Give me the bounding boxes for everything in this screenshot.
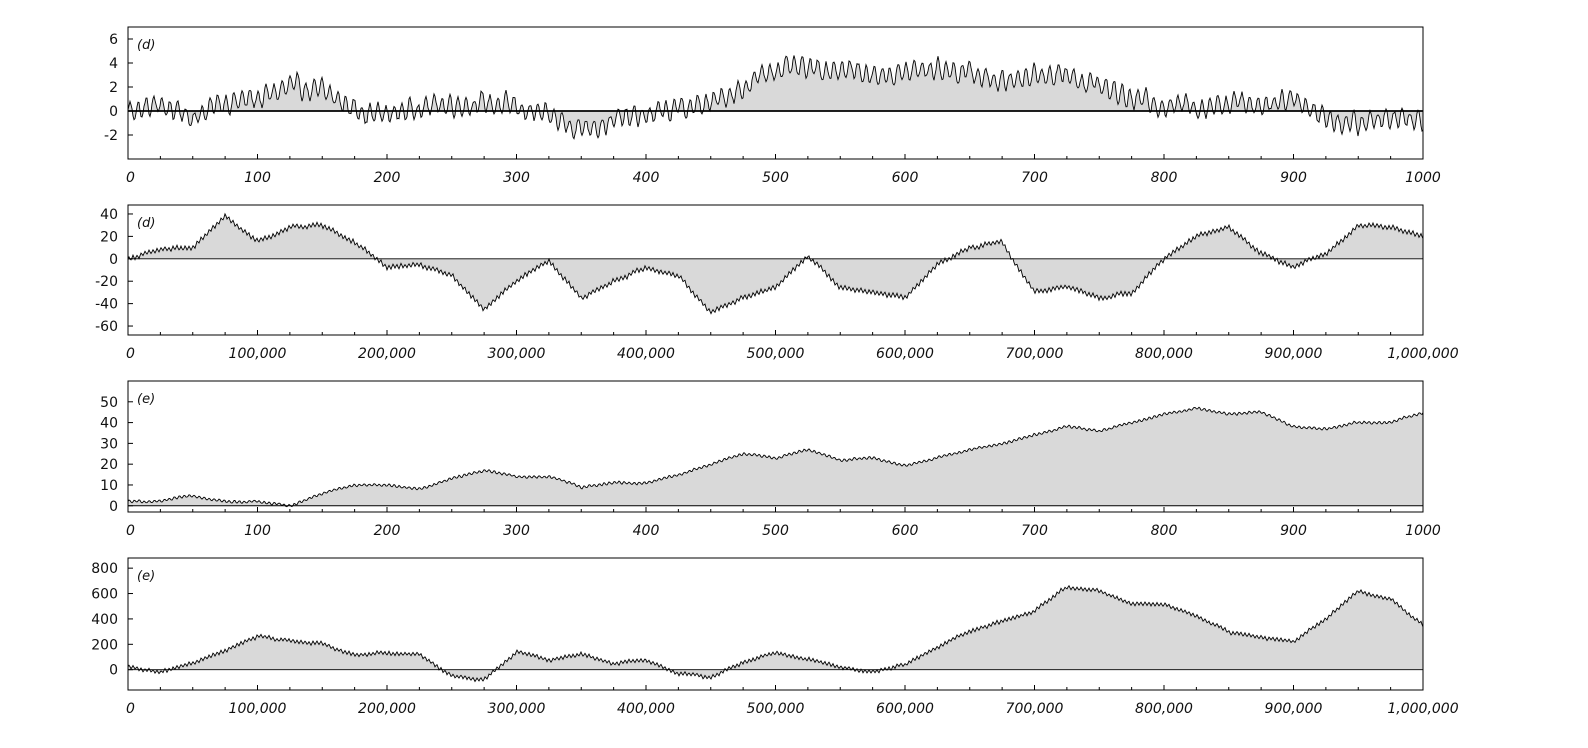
x-tick-label: 700 bbox=[1021, 523, 1048, 539]
x-tick-label: 1,000,000 bbox=[1387, 346, 1458, 362]
x-tick-label: 800 bbox=[1151, 170, 1178, 186]
x-tick-label: 800 bbox=[1151, 523, 1178, 539]
y-tick-label: 50 bbox=[100, 395, 118, 411]
y-tick-label: 4 bbox=[109, 56, 118, 72]
y-tick-label: -40 bbox=[95, 297, 118, 313]
x-tick-label: 700,000 bbox=[1006, 346, 1064, 362]
y-tick-label: 40 bbox=[100, 207, 118, 223]
y-tick-label: 2 bbox=[109, 80, 118, 96]
y-tick-label: 40 bbox=[100, 416, 118, 432]
x-tick-label: 100 bbox=[244, 523, 271, 539]
panel-label: (e) bbox=[137, 392, 155, 407]
y-tick-label: 20 bbox=[100, 457, 118, 473]
x-tick-label: 0 bbox=[126, 170, 135, 186]
y-tick-label: 0 bbox=[109, 252, 118, 268]
x-tick-label: 400,000 bbox=[617, 701, 675, 717]
y-tick-label: 0 bbox=[109, 663, 118, 679]
x-tick-label: 0 bbox=[126, 346, 135, 362]
x-tick-label: 600 bbox=[892, 523, 919, 539]
x-tick-label: 500 bbox=[762, 523, 789, 539]
x-tick-label: 600,000 bbox=[876, 701, 934, 717]
x-tick-label: 400 bbox=[633, 170, 660, 186]
y-tick-label: -20 bbox=[95, 274, 118, 290]
x-tick-label: 900,000 bbox=[1265, 701, 1323, 717]
x-tick-label: 900 bbox=[1280, 170, 1307, 186]
chart-panel-2: 0 100,000 200,000 300,000 400,000 500,000 600,… bbox=[95, 204, 1459, 362]
y-tick-label: 6 bbox=[109, 32, 118, 48]
x-tick-label: 0 bbox=[126, 701, 135, 717]
x-tick-label: 500 bbox=[762, 170, 789, 186]
x-tick-label: 1,000,000 bbox=[1387, 701, 1458, 717]
series-line bbox=[127, 584, 1424, 683]
x-tick-label: 0 bbox=[126, 523, 135, 539]
y-tick-label: 600 bbox=[91, 587, 118, 603]
y-tick-label: -60 bbox=[95, 319, 118, 335]
x-tick-label: 1000 bbox=[1405, 523, 1441, 539]
series-area bbox=[128, 55, 1423, 139]
y-tick-label: 30 bbox=[100, 436, 118, 452]
y-tick-label: 200 bbox=[91, 637, 118, 653]
y-tick-label: 400 bbox=[91, 612, 118, 628]
series-line bbox=[127, 212, 1424, 315]
series-area bbox=[128, 213, 1423, 314]
x-tick-label: 800,000 bbox=[1135, 346, 1193, 362]
panel-label: (e) bbox=[137, 569, 155, 584]
series-area bbox=[128, 407, 1423, 507]
x-tick-label: 400,000 bbox=[617, 346, 675, 362]
panel-label: (d) bbox=[137, 216, 155, 231]
y-tick-label: 10 bbox=[100, 478, 118, 494]
x-tick-label: 800,000 bbox=[1135, 701, 1193, 717]
x-tick-label: 300,000 bbox=[488, 701, 546, 717]
chart-panel-4: 0 100,000 200,000 300,000 400,000 500,000 600,… bbox=[91, 557, 1459, 717]
chart-panel-1: 0 100 200 300 400 500 600 700 800 900 1000 -2 0 2 4 6 (d… bbox=[104, 26, 1441, 186]
panel-label: (d) bbox=[137, 38, 155, 53]
y-tick-label: 0 bbox=[109, 499, 118, 515]
x-tick-label: 600 bbox=[892, 170, 919, 186]
x-tick-label: 900 bbox=[1280, 523, 1307, 539]
x-tick-label: 300,000 bbox=[488, 346, 546, 362]
x-tick-label: 600,000 bbox=[876, 346, 934, 362]
x-tick-label: 1000 bbox=[1405, 170, 1441, 186]
y-tick-label: 800 bbox=[91, 561, 118, 577]
x-tick-label: 700 bbox=[1021, 170, 1048, 186]
x-tick-label: 500,000 bbox=[747, 701, 805, 717]
x-tick-label: 200 bbox=[374, 170, 401, 186]
x-tick-label: 700,000 bbox=[1006, 701, 1064, 717]
series-area bbox=[128, 585, 1423, 682]
x-tick-label: 400 bbox=[633, 523, 660, 539]
x-tick-label: 200,000 bbox=[358, 701, 416, 717]
x-tick-label: 300 bbox=[503, 523, 530, 539]
y-tick-label: -2 bbox=[104, 128, 118, 144]
x-tick-label: 100 bbox=[244, 170, 271, 186]
x-tick-label: 500,000 bbox=[747, 346, 805, 362]
y-tick-label: 0 bbox=[109, 104, 118, 120]
x-tick-label: 900,000 bbox=[1265, 346, 1323, 362]
y-tick-label: 20 bbox=[100, 229, 118, 245]
x-tick-label: 200 bbox=[374, 523, 401, 539]
series-line bbox=[127, 55, 1424, 140]
chart-panel-3: 0 100 200 300 400 500 600 700 800 900 1000 0 10 20 30 4… bbox=[100, 380, 1441, 539]
x-tick-label: 300 bbox=[503, 170, 530, 186]
series-line bbox=[127, 406, 1424, 508]
x-tick-label: 100,000 bbox=[229, 346, 287, 362]
plot-frame bbox=[127, 557, 1424, 691]
x-tick-label: 100,000 bbox=[229, 701, 287, 717]
x-tick-label: 200,000 bbox=[358, 346, 416, 362]
